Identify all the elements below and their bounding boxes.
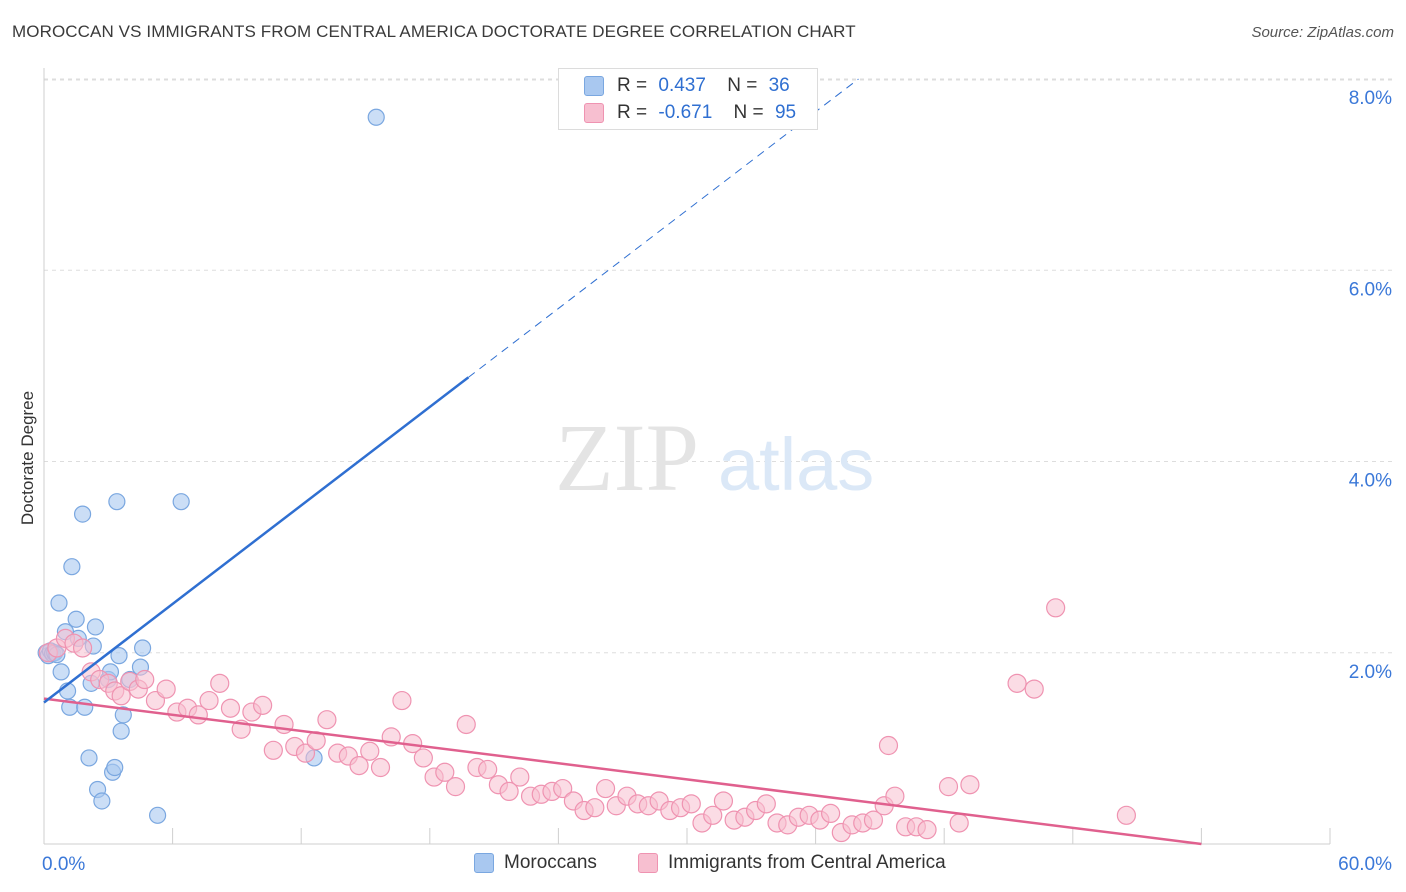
point-central-america xyxy=(960,775,980,795)
point-central-america xyxy=(821,803,841,824)
moroccans-swatch xyxy=(584,76,604,96)
r-value-central-america: -0.671 xyxy=(658,102,713,123)
point-central-america xyxy=(885,786,905,806)
point-moroccans xyxy=(114,706,132,724)
r-value-moroccans: 0.437 xyxy=(658,75,706,96)
y-tick-label: 2.0% xyxy=(1349,662,1392,683)
point-central-america xyxy=(756,794,776,814)
trend-line-moroccans xyxy=(43,376,470,704)
point-central-america xyxy=(370,757,391,778)
point-moroccans xyxy=(63,558,81,576)
point-moroccans xyxy=(108,493,126,511)
n-label: N = xyxy=(733,102,764,123)
x-tick-label-min: 0.0% xyxy=(42,854,85,875)
point-central-america xyxy=(949,813,969,833)
point-central-america xyxy=(72,638,93,658)
legend-label-central-america: Immigrants from Central America xyxy=(668,852,946,873)
point-central-america xyxy=(1046,598,1066,618)
legend-item-moroccans: Moroccans xyxy=(474,852,597,874)
y-axis-label: Doctorate Degree xyxy=(18,391,37,525)
point-moroccans xyxy=(172,493,190,511)
point-moroccans xyxy=(80,749,98,767)
point-central-america xyxy=(478,759,498,780)
point-central-america xyxy=(713,791,734,811)
legend-label-moroccans: Moroccans xyxy=(504,852,597,873)
watermark: ZIP atlas xyxy=(555,404,874,511)
tick-labels: 2.0% 4.0% 6.0% 8.0% 0.0% 60.0% xyxy=(42,88,1392,875)
point-central-america xyxy=(199,690,219,711)
point-central-america xyxy=(360,741,380,761)
point-central-america xyxy=(435,762,455,782)
watermark-atlas: atlas xyxy=(718,423,874,506)
y-tick-label: 4.0% xyxy=(1349,471,1392,492)
legend-item-central-america: Immigrants from Central America xyxy=(638,852,946,874)
point-moroccans xyxy=(86,618,105,636)
point-central-america xyxy=(595,778,616,799)
point-central-america xyxy=(456,714,476,735)
point-central-america xyxy=(135,669,155,690)
point-moroccans xyxy=(67,610,85,628)
point-moroccans xyxy=(76,698,94,716)
point-moroccans xyxy=(148,806,167,824)
x-tick-label-max: 60.0% xyxy=(1338,854,1392,875)
n-label: N = xyxy=(727,75,758,96)
point-central-america xyxy=(878,735,899,756)
point-central-america xyxy=(703,805,723,825)
point-moroccans xyxy=(93,792,111,810)
point-moroccans xyxy=(106,758,124,777)
point-moroccans xyxy=(52,663,70,681)
point-moroccans xyxy=(110,647,128,665)
n-value-central-america: 95 xyxy=(774,102,797,123)
point-central-america xyxy=(210,673,230,693)
point-central-america xyxy=(220,698,241,718)
y-tick-label: 8.0% xyxy=(1349,88,1392,109)
legend-swatch-moroccans xyxy=(474,853,494,873)
point-central-america xyxy=(1024,679,1044,699)
point-central-america xyxy=(553,778,573,799)
point-central-america xyxy=(317,710,337,730)
gridlines xyxy=(44,78,1392,654)
point-central-america xyxy=(253,695,273,715)
trend-line-central-america xyxy=(43,697,1202,846)
point-central-america xyxy=(499,781,519,802)
watermark-zip: ZIP xyxy=(555,404,699,511)
r-label: R = xyxy=(617,102,648,123)
point-central-america xyxy=(681,794,701,814)
point-central-america xyxy=(413,748,433,768)
legend-swatch-central-america xyxy=(638,853,658,873)
series-central-america xyxy=(38,598,1136,843)
point-central-america xyxy=(392,690,412,711)
stats-legend: R = 0.437 N = 36 R = -0.671 N = 95 xyxy=(558,68,818,130)
source-label: Source: ZipAtlas.com xyxy=(1251,24,1394,41)
point-central-america xyxy=(111,686,131,706)
point-moroccans xyxy=(73,505,92,523)
point-central-america xyxy=(585,798,605,818)
point-moroccans xyxy=(50,594,68,612)
n-value-moroccans: 36 xyxy=(768,75,790,96)
point-central-america xyxy=(1116,805,1136,825)
axes xyxy=(43,68,1331,845)
point-central-america xyxy=(445,777,466,797)
point-central-america xyxy=(263,740,283,760)
point-moroccans xyxy=(133,639,152,657)
central-america-swatch xyxy=(584,103,604,123)
point-moroccans xyxy=(112,722,130,740)
point-central-america xyxy=(156,679,176,699)
point-central-america xyxy=(295,743,316,763)
r-label: R = xyxy=(617,75,648,96)
y-tick-label: 6.0% xyxy=(1349,279,1392,300)
point-moroccans xyxy=(367,108,385,126)
bottom-legend: Moroccans Immigrants from Central Americ… xyxy=(0,852,1406,878)
point-central-america xyxy=(917,820,937,840)
point-central-america xyxy=(863,810,884,830)
chart-title: MOROCCAN VS IMMIGRANTS FROM CENTRAL AMER… xyxy=(12,22,856,41)
point-central-america xyxy=(1007,673,1027,693)
point-central-america xyxy=(349,755,369,776)
point-central-america xyxy=(510,767,530,787)
point-central-america xyxy=(938,777,959,797)
